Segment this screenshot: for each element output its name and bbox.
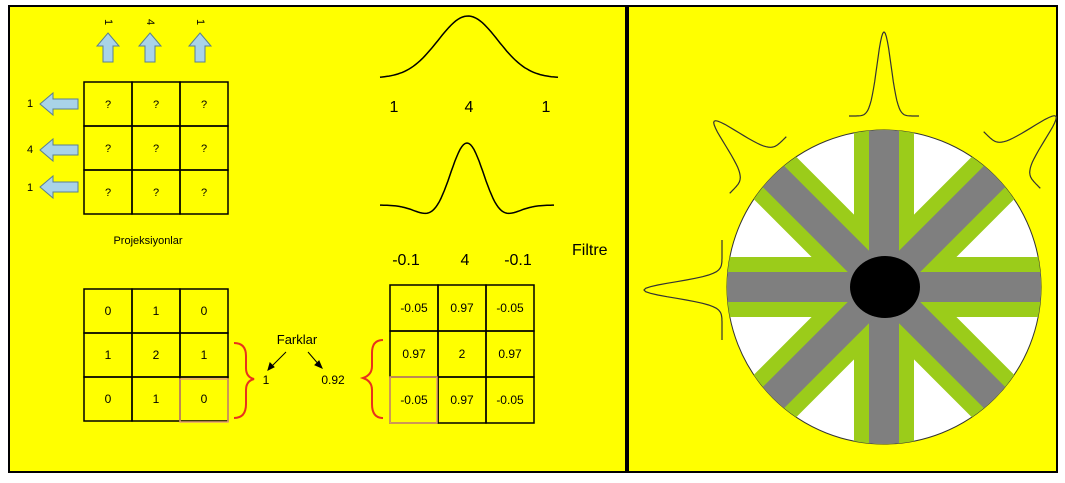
unknown-value-grid: ????????? <box>83 81 229 215</box>
grid-cell-value: 0.97 <box>498 347 522 361</box>
right-brace <box>233 342 255 419</box>
difference-arrowhead <box>267 362 275 371</box>
left-brace <box>359 339 384 419</box>
filtered-value: 4 <box>461 252 470 269</box>
left-arrow-icon <box>39 137 79 163</box>
up-arrow-icon <box>187 32 213 63</box>
row-sum-label: 1 <box>27 182 33 194</box>
grid-cell-value: 0.97 <box>402 347 426 361</box>
filter-label: Filtre <box>572 242 608 259</box>
grid-cell-value: 1 <box>105 348 112 362</box>
grid-cell-value: 2 <box>153 348 160 362</box>
grid-cell-value: ? <box>105 143 111 155</box>
grid-cell-value: -0.05 <box>400 301 428 315</box>
grid-cell <box>179 169 229 215</box>
projection-value: 4 <box>465 99 474 116</box>
grid-cell-value: ? <box>105 99 111 111</box>
projection-profile-icon <box>643 31 1057 340</box>
highlighted-cell <box>389 376 438 424</box>
left-arrow-icons <box>39 91 79 200</box>
highlighted-cell <box>179 378 229 423</box>
filtered-profile-curve <box>380 142 554 215</box>
left-panel-background <box>8 5 627 473</box>
row-sum-label: 4 <box>27 144 33 156</box>
column-sum-label: 4 <box>144 19 156 25</box>
projections-label: Projeksiyonlar <box>113 235 182 247</box>
grid-cell-value: 1 <box>153 392 160 406</box>
result-grid: 0 1 0 1 2 1 0 1 0 <box>83 288 229 422</box>
profile-left <box>643 240 723 340</box>
column-sum-label: 1 <box>194 19 206 25</box>
difference-arrows <box>267 351 323 371</box>
up-arrow-icon <box>95 32 121 63</box>
difference-value-left: 1 <box>263 373 270 387</box>
grid-cell-value: -0.05 <box>400 393 428 407</box>
grid-cell-value: 0 <box>201 304 208 318</box>
row-sum-label: 1 <box>27 98 33 110</box>
grid-cell-value: 2 <box>459 347 466 361</box>
difference-arrowhead <box>314 360 323 369</box>
filtered-value: -0.1 <box>504 252 532 269</box>
grid-cell-value: ? <box>201 99 207 111</box>
grid-cell-value: ? <box>105 187 111 199</box>
grid-cell-value: ? <box>201 143 207 155</box>
filtered-value: -0.1 <box>392 252 420 269</box>
projection-values: 1 4 1 <box>390 99 551 116</box>
profile-upper-right <box>983 115 1057 189</box>
up-arrow-icons <box>95 32 213 63</box>
profile-top <box>849 31 919 117</box>
grid-cell-value: ? <box>153 99 159 111</box>
grid-cell-value: 0 <box>105 392 112 406</box>
filtered-values: -0.1 4 -0.1 <box>392 252 532 269</box>
filtered-grid: -0.05 0.97 -0.05 0.97 2 0.97 -0.05 0.97 -0.05 <box>389 284 535 424</box>
column-sum-label: 1 <box>102 19 114 25</box>
grid-cell-value: -0.05 <box>496 393 524 407</box>
left-arrow-icon <box>39 91 79 117</box>
projection-value: 1 <box>542 99 551 116</box>
grid-cell-value: 1 <box>201 348 208 362</box>
grid-cell-value: ? <box>201 187 207 199</box>
grid-cell <box>485 376 535 424</box>
grid-cell-value: -0.05 <box>496 301 524 315</box>
column-sum-labels: 1 4 1 <box>102 19 206 25</box>
left-arrow-icon <box>39 174 79 200</box>
back-projection-disc-icon <box>726 129 1042 445</box>
projection-value: 1 <box>390 99 399 116</box>
grid-cell-value: ? <box>153 143 159 155</box>
grid-cell-value: 0 <box>105 304 112 318</box>
grid-cell-value: 0.97 <box>450 301 474 315</box>
up-arrow-icon <box>137 32 163 63</box>
differences-label: Farklar <box>277 332 318 347</box>
profile-upper-left <box>713 120 787 194</box>
projection-profile-curve <box>379 15 559 79</box>
grid-cell-value: 0 <box>201 392 208 406</box>
center-object-icon <box>850 256 920 318</box>
grid-cell-value: ? <box>153 187 159 199</box>
difference-value-right: 0.92 <box>321 373 345 387</box>
grid-cell-value: 0.97 <box>450 393 474 407</box>
grid-cell-value: 1 <box>153 304 160 318</box>
